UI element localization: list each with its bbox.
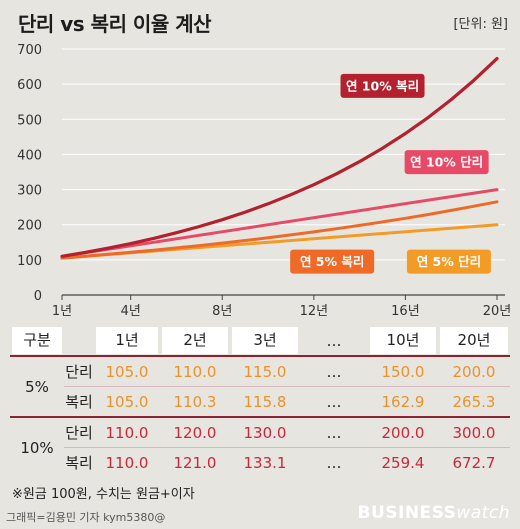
- y-tick-label: 0: [34, 289, 42, 304]
- footnote: ※원금 100원, 수치는 원금+이자: [12, 487, 195, 502]
- y-tick-label: 400: [17, 148, 42, 163]
- x-tick-label: 12년: [300, 304, 329, 319]
- row-kind: 단리: [64, 416, 94, 447]
- row-kind: 복리: [64, 447, 94, 477]
- table-header-row: 구분 1년 2년 3년 … 10년 20년: [10, 326, 510, 355]
- table-cell: 110.0: [94, 447, 160, 477]
- x-tick-label: 4년: [121, 304, 141, 319]
- table-row: 10% 단리 110.0 120.0 130.0 … 200.0 300.0: [10, 416, 510, 457]
- y-tick-label: 600: [17, 78, 42, 93]
- x-tick-label: 20년: [483, 304, 512, 319]
- callout-box: [290, 249, 375, 274]
- table-cell: 300.0: [438, 416, 510, 447]
- table-cell: 115.8: [230, 386, 300, 416]
- table-row: 복리 105.0 110.3 115.8 … 162.9 265.3: [10, 386, 510, 416]
- table-cell: 115.0: [230, 355, 300, 386]
- group-label: 5%: [10, 355, 64, 416]
- table-cell: 120.0: [160, 416, 230, 447]
- row-kind: 복리: [64, 386, 94, 416]
- callout-label: 연 5% 복리: [300, 254, 364, 269]
- callout-label: 연 10% 복리: [346, 78, 419, 93]
- y-tick-label: 700: [17, 43, 42, 58]
- grid-lines: [62, 48, 505, 296]
- table-cell: …: [300, 386, 368, 416]
- interest-table: 구분 1년 2년 3년 … 10년 20년 5% 단리 105.0 110.0 …: [10, 326, 510, 477]
- x-tick-label: 1년: [52, 304, 72, 319]
- table-cell: …: [300, 355, 368, 386]
- table-cell: 200.0: [368, 416, 438, 447]
- table-cell: 265.3: [438, 386, 510, 416]
- header-cell: 2년: [160, 326, 230, 355]
- table-cell: 105.0: [94, 386, 160, 416]
- series-line: [60, 200, 499, 260]
- x-tick-label: 16년: [391, 304, 420, 319]
- table-cell: 162.9: [368, 386, 438, 416]
- table-cell: 672.7: [438, 447, 510, 477]
- table-cell: 133.1: [230, 447, 300, 477]
- table-cell: 150.0: [368, 355, 438, 386]
- y-tick-label: 300: [17, 184, 42, 199]
- unit-label: [단위: 원]: [453, 17, 508, 32]
- series-lines: [60, 57, 499, 260]
- table-cell: 110.0: [94, 416, 160, 447]
- table-cell: 105.0: [94, 355, 160, 386]
- header-cell: 1년: [94, 326, 160, 355]
- x-tick-label: 8년: [212, 304, 232, 319]
- header-cell: 20년: [438, 326, 510, 355]
- callout-box: [406, 249, 491, 274]
- y-tick-label: 500: [17, 113, 42, 128]
- header-cell: 10년: [368, 326, 438, 355]
- line-chart: 0 100 200 300 400 500 600 700 1년 4년 8년 12년 16년 20년 연…: [17, 43, 512, 319]
- graphic-credit: 그래픽=김용민 기자 kym5380@: [6, 511, 166, 524]
- callout-box: [340, 73, 425, 98]
- header-cell: …: [326, 331, 342, 350]
- header-cell: 3년: [230, 326, 300, 355]
- y-tick-label: 200: [17, 219, 42, 234]
- chart-title: 단리 vs 복리 이율 계산: [18, 12, 212, 36]
- y-axis-ticks: 0 100 200 300 400 500 600 700: [17, 43, 42, 304]
- callout-box: [404, 150, 489, 175]
- table-cell: …: [300, 447, 368, 477]
- table-cell: 121.0: [160, 447, 230, 477]
- series-line: [60, 188, 499, 258]
- callout-label: 연 5% 단리: [417, 254, 481, 269]
- table-cell: 110.0: [160, 355, 230, 386]
- series-callouts: 연 10% 복리연 10% 단리연 5% 복리 연 5% 단리: [290, 73, 491, 274]
- table-cell: 200.0: [438, 355, 510, 386]
- table-cell: 130.0: [230, 416, 300, 447]
- header-cell: 구분: [10, 326, 64, 355]
- brand-logo: BUSINESSwatch: [357, 503, 510, 523]
- x-axis-ticks: 1년 4년 8년 12년 16년 20년: [52, 294, 512, 319]
- table-cell: 110.3: [160, 386, 230, 416]
- table-row: 5% 단리 105.0 110.0 115.0 … 150.0 200.0: [10, 355, 510, 396]
- table-row: 복리 110.0 121.0 133.1 … 259.4 672.7: [10, 447, 510, 477]
- table-cell: …: [300, 416, 368, 447]
- y-tick-label: 100: [17, 254, 42, 269]
- table-cell: 259.4: [368, 447, 438, 477]
- row-kind: 단리: [64, 355, 94, 386]
- series-line: [60, 57, 499, 258]
- callout-label: 연 10% 단리: [410, 155, 483, 170]
- group-label: 10%: [10, 416, 64, 477]
